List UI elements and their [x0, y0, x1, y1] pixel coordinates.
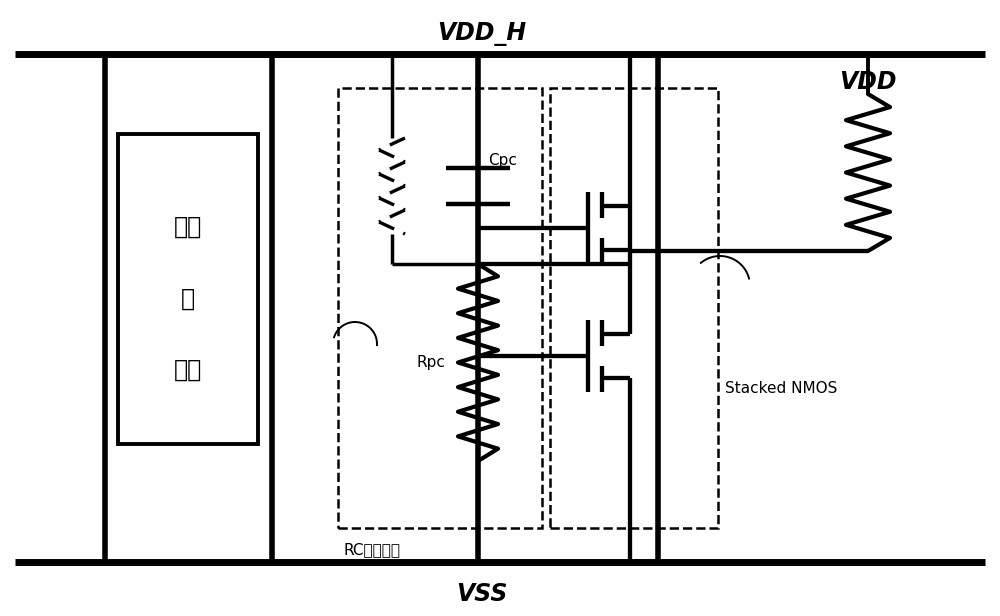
Text: 电路: 电路 — [174, 358, 202, 381]
Bar — [338, 88, 542, 528]
Text: Stacked NMOS: Stacked NMOS — [725, 381, 837, 395]
Bar — [118, 134, 258, 444]
Text: 部: 部 — [181, 286, 195, 310]
Text: VDD: VDD — [839, 70, 897, 94]
Text: VDD_H: VDD_H — [437, 22, 527, 46]
Text: RC触发电路: RC触发电路 — [343, 542, 400, 557]
Text: Rpc: Rpc — [416, 355, 445, 370]
Text: VSS: VSS — [456, 582, 508, 606]
Text: 内部: 内部 — [174, 215, 202, 239]
Bar — [550, 88, 718, 528]
Text: Cpc: Cpc — [488, 153, 517, 169]
